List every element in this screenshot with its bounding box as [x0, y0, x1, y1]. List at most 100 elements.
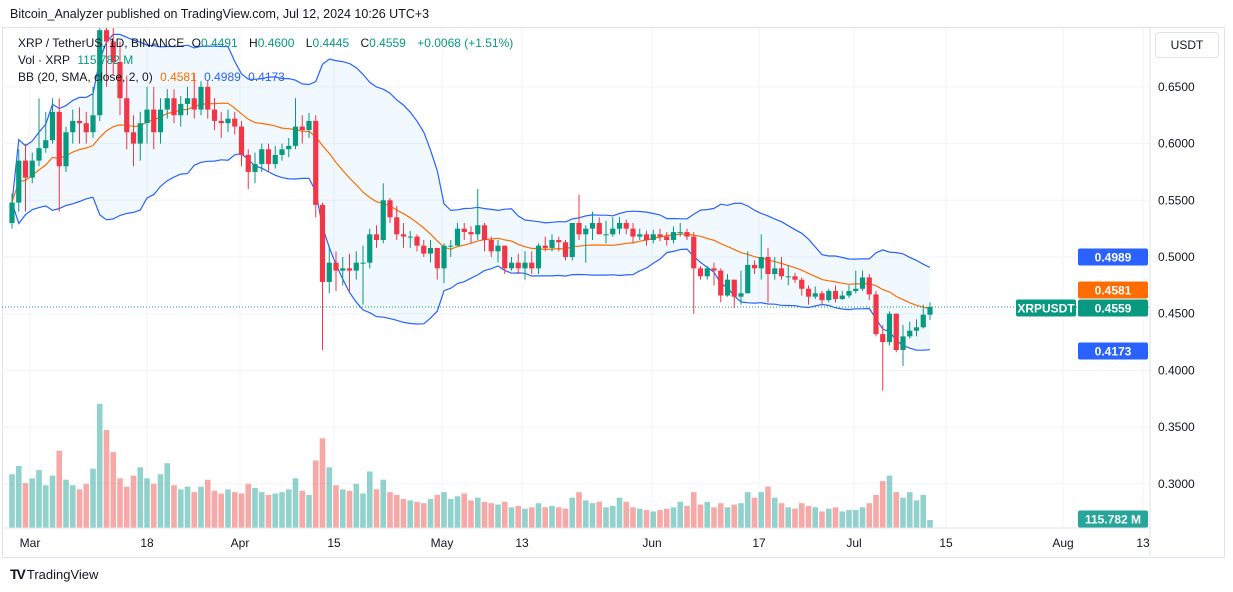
- bb-basis-tag: [1078, 281, 1148, 299]
- volume-bar: [927, 520, 933, 528]
- volume-tag: [1078, 510, 1148, 528]
- volume-bar: [22, 483, 29, 528]
- candle: [90, 86, 96, 138]
- currency-button[interactable]: USDT: [1155, 32, 1219, 58]
- volume-bar: [582, 500, 589, 528]
- volume-bar: [501, 501, 508, 528]
- candle-body: [859, 277, 866, 289]
- candle: [49, 98, 56, 144]
- volume-bars: [9, 403, 933, 528]
- volume-bar: [191, 492, 198, 528]
- candle: [272, 145, 278, 169]
- volume-bar: [515, 505, 522, 528]
- tradingview-logo[interactable]: TV TradingView: [10, 566, 98, 582]
- candle: [886, 311, 893, 346]
- candle-body: [63, 132, 69, 167]
- volume-bar: [751, 497, 758, 528]
- candle: [151, 86, 157, 150]
- candle-body: [414, 236, 420, 246]
- volume-bar: [393, 494, 400, 528]
- candle: [178, 95, 184, 127]
- gridlines: [2, 28, 1150, 528]
- volume-bar: [738, 503, 744, 528]
- volume-bar: [913, 500, 920, 528]
- volume-tag-text: 115.782 M: [1085, 513, 1141, 527]
- candle: [589, 211, 596, 240]
- candle: [475, 188, 481, 240]
- candle-body: [805, 288, 812, 297]
- volume-bar: [474, 497, 481, 528]
- bb-lower-tag-text: 0.4173: [1095, 345, 1132, 359]
- candle: [414, 234, 420, 252]
- candle: [360, 245, 366, 305]
- volume-bar: [711, 507, 717, 528]
- volume-bar: [704, 501, 711, 528]
- bb-upper-tag: [1078, 248, 1148, 266]
- volume-bar: [744, 492, 751, 528]
- volume-bar: [204, 479, 211, 528]
- volume-bar: [542, 507, 549, 528]
- candle: [684, 228, 690, 240]
- volume-bar: [569, 497, 576, 528]
- bb-label[interactable]: BB (20, SMA, close, 2, 0): [18, 70, 153, 84]
- volume-bar: [90, 468, 96, 528]
- candle: [900, 325, 906, 366]
- candle-body: [596, 222, 602, 235]
- candle-body: [90, 115, 96, 133]
- volume-bar: [360, 493, 366, 528]
- candle: [778, 257, 785, 280]
- candle: [394, 205, 400, 240]
- candle: [63, 126, 69, 172]
- candle: [542, 236, 548, 252]
- symbol-name[interactable]: XRP / TetherUS, 1D, BINANCE: [18, 36, 185, 50]
- candle: [434, 247, 440, 280]
- symbol-legend: XRP / TetherUS, 1D, BINANCE O0.4491 H0.4…: [18, 36, 517, 50]
- candle-body: [49, 111, 56, 141]
- volume-bar: [150, 483, 157, 528]
- volume-bar: [218, 493, 225, 528]
- candle: [610, 217, 616, 237]
- candle-body: [475, 225, 481, 235]
- volume-bar: [211, 490, 218, 528]
- candle: [637, 228, 643, 240]
- candle-body: [913, 327, 920, 331]
- candle: [252, 152, 258, 184]
- candle-body: [616, 222, 623, 229]
- candle: [407, 230, 413, 248]
- candle: [211, 98, 218, 130]
- volume-bar: [279, 492, 285, 528]
- candle-body: [522, 262, 528, 269]
- candle-body: [785, 276, 791, 278]
- volume-bar: [56, 450, 63, 528]
- candle-body: [515, 262, 521, 269]
- candle: [238, 120, 245, 167]
- volume-bar: [846, 510, 852, 528]
- volume-label[interactable]: Vol · XRP: [18, 53, 71, 67]
- tradingview-logo-icon: TV: [10, 566, 26, 582]
- volume-bar: [630, 507, 636, 528]
- candle-body: [677, 232, 683, 234]
- volume-bar: [265, 494, 272, 528]
- candle-body: [245, 154, 251, 172]
- candle: [22, 143, 29, 212]
- candle: [43, 111, 49, 153]
- volume-bar: [603, 507, 609, 528]
- volume-bar: [771, 497, 778, 528]
- candle-body: [576, 222, 582, 235]
- candle-body: [184, 98, 191, 104]
- high-label: H: [249, 36, 258, 50]
- candle: [866, 274, 872, 301]
- candle-body: [218, 120, 224, 124]
- candle-body: [799, 279, 805, 289]
- candle-body: [454, 228, 461, 246]
- volume-bar: [130, 475, 137, 528]
- candle-body: [704, 268, 710, 277]
- volume-bar: [650, 511, 657, 528]
- open-value: 0.4491: [200, 36, 238, 50]
- candle-body: [373, 234, 380, 240]
- volume-bar: [42, 485, 49, 528]
- candle-body: [151, 109, 157, 133]
- volume-bar: [643, 510, 650, 528]
- candle: [691, 232, 697, 314]
